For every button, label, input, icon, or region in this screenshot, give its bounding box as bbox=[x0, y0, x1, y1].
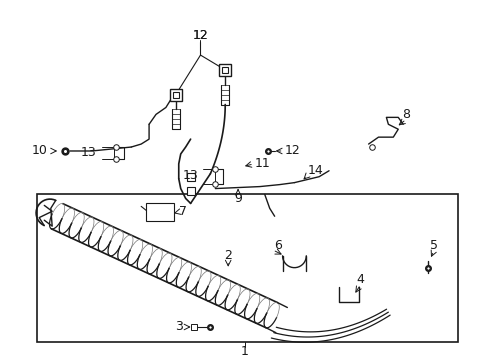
Bar bbox=[37, 194, 457, 342]
Text: 12: 12 bbox=[192, 29, 208, 42]
Text: 11: 11 bbox=[254, 157, 270, 170]
Text: 12: 12 bbox=[284, 144, 300, 157]
Text: 5: 5 bbox=[429, 239, 437, 252]
Text: 8: 8 bbox=[401, 108, 409, 121]
Bar bbox=[146, 203, 173, 221]
Text: 13: 13 bbox=[183, 169, 198, 182]
Text: 9: 9 bbox=[234, 192, 242, 205]
Text: 2: 2 bbox=[224, 249, 232, 262]
Text: 3: 3 bbox=[174, 320, 183, 333]
Text: 13: 13 bbox=[81, 147, 97, 159]
Text: 12: 12 bbox=[192, 29, 208, 42]
Text: 6: 6 bbox=[273, 239, 281, 252]
Text: 4: 4 bbox=[356, 273, 364, 286]
Text: 7: 7 bbox=[178, 205, 186, 218]
Text: 14: 14 bbox=[306, 164, 323, 177]
Text: 10: 10 bbox=[31, 144, 47, 157]
Text: 1: 1 bbox=[241, 345, 248, 358]
